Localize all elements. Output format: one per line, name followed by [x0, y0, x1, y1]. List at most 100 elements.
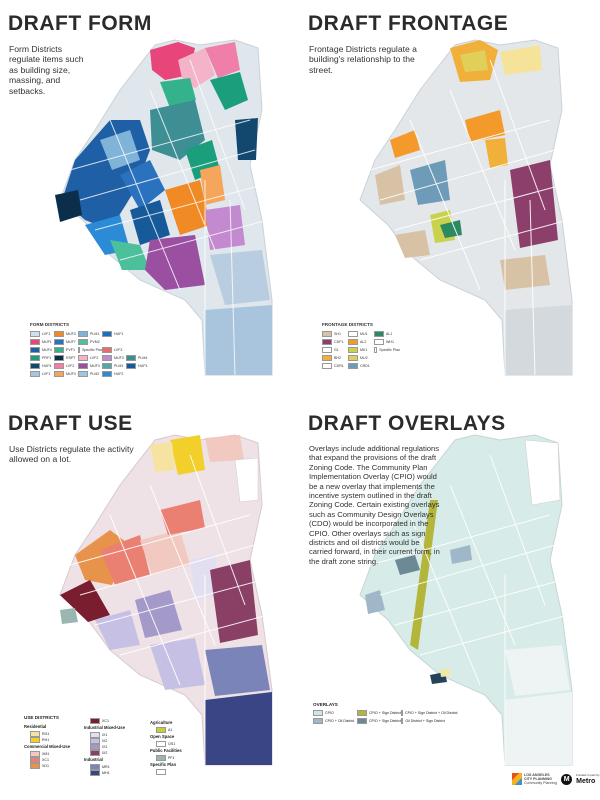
overlays-title: DRAFT OVERLAYS [308, 412, 506, 435]
legend-label: CRD1 [360, 363, 370, 368]
legend-swatch [30, 354, 40, 361]
frontage-panel: DRAFT FRONTAGE Frontage Districts regula… [300, 0, 600, 400]
metro-logo-icon: M [561, 773, 573, 785]
legend-item: XC1 [30, 756, 84, 763]
legend-item: CPIO + Sign District [357, 717, 401, 724]
legend-swatch [322, 330, 332, 337]
legend-label: CPIO + Oil District [325, 718, 355, 723]
frontage-description: Frontage Districts regulate a building's… [309, 44, 417, 75]
use-map [59, 434, 273, 766]
legend-label: PRF1 [42, 355, 52, 360]
legend-label: MH1 [102, 770, 110, 775]
city-planning-mark-icon [512, 773, 522, 786]
form-legend-grid: LVF1 MUF1 MUF4 PRF1 HUF4 LVF1 MUF3 MUF7 PVF1 RSPT… [30, 330, 150, 377]
legend-item: CPIO + Sign District + Oil District [401, 709, 458, 716]
legend-item: Oil District + Sign District [401, 717, 445, 724]
legend-swatch [30, 762, 40, 769]
legend-label: XC1 [102, 718, 109, 723]
legend-item: RSPT [54, 354, 78, 361]
legend-label: PLM4 [138, 355, 148, 360]
legend-group-heading: Agriculture [150, 720, 173, 725]
legend-swatch [126, 354, 136, 361]
legend-swatch [54, 338, 64, 345]
legend-label: CPIO + Sign District [368, 710, 401, 715]
legend-label: A1 [168, 727, 173, 732]
form-legend-title: FORM DISTRICTS [30, 322, 70, 327]
overlays-description: Overlays include additional regulations … [309, 444, 440, 566]
legend-swatch [30, 330, 40, 337]
overlays-legend-grid: CPIO CPIO + Sign District CPIO + Sign Dist… [313, 709, 458, 724]
legend-item: RH1 [30, 736, 84, 743]
legend-label: CDF1 [334, 339, 344, 344]
legend-item: PRF1 [30, 354, 54, 361]
legend-label: BH2 [334, 355, 341, 360]
legend-item: IX2 [90, 749, 144, 756]
form-legend: FORM DISTRICTS LVF1 MUF1 MUF4 PRF1 HUF4 LVF1 M… [30, 322, 150, 377]
legend-label: RSPT [66, 355, 76, 360]
legend-label: PVF1 [66, 347, 75, 352]
legend-item: AL1 [374, 330, 400, 337]
legend-label: MU1 [360, 331, 368, 336]
legend-label: AL2 [360, 339, 367, 344]
use-description: Use Districts regulate the activity allo… [9, 444, 134, 465]
legend-label: LVF3 [114, 347, 123, 352]
legend-item: MUF3 [54, 330, 78, 337]
legend-item: LVF3 [102, 346, 126, 353]
legend-swatch [54, 346, 64, 353]
legend-item [126, 347, 150, 352]
legend-label: MUF3 [114, 355, 124, 360]
legend-label: HUF4 [42, 363, 52, 368]
legend-item: PLM4 [126, 354, 150, 361]
legend-group-heading: Commercial Mixed-Use [24, 744, 71, 749]
use-legend-col2: XC1 Industrial Mixed-Use IX1 IX2 IX1 IX2 Indus… [84, 717, 144, 776]
legend-label: WH1 [386, 339, 394, 344]
legend-swatch [30, 750, 40, 757]
legend-label: SH1 [334, 331, 341, 336]
legend-swatch [374, 330, 384, 337]
legend-swatch [30, 362, 40, 369]
legend-item: PLM1 [78, 330, 102, 337]
legend-swatch [30, 346, 40, 353]
legend-item: MUF3 [78, 362, 102, 369]
overlays-legend: OVERLAYS CPIO CPIO + Sign District CPIO + … [313, 702, 458, 724]
legend-item: PVM2 [78, 338, 102, 345]
legend-label: PLM2 [90, 371, 100, 376]
legend-label: AL1 [386, 331, 393, 336]
legend-swatch [54, 370, 64, 377]
legend-item: MR1 [90, 763, 144, 770]
legend-item: SH1 [322, 330, 348, 337]
legend-group-heading: Public Facilities [150, 748, 182, 753]
legend-swatch [90, 717, 100, 724]
legend-item: IX1 [90, 731, 144, 738]
legend-label: PLM3 [114, 363, 124, 368]
legend-item: MUF1 [30, 338, 54, 345]
legend-item: MUF3 [54, 370, 78, 377]
legend-item: WH1 [374, 338, 400, 345]
cp-line2: CITY PLANNING [524, 777, 552, 782]
form-description: Form Districts regulate items such as bu… [9, 44, 84, 96]
legend-label: G1 [334, 347, 339, 352]
legend-group-heading: Specific Plan [150, 762, 177, 767]
legend-item [126, 371, 150, 376]
legend-swatch [348, 346, 358, 353]
legend-label: XM1 [42, 751, 50, 756]
legend-swatch [348, 354, 358, 361]
legend-swatch [90, 731, 100, 738]
overlays-map [359, 434, 573, 766]
legend-item: PLM2 [78, 370, 102, 377]
legend-item: LVF1 [30, 330, 54, 337]
legend-item: MU1 [348, 330, 374, 337]
legend-label: IX2 [102, 738, 108, 743]
legend-item: LVF2 [54, 362, 78, 369]
use-legend-title: USE DISTRICTS [24, 715, 59, 720]
legend-label: CPIO + Sign District [368, 718, 401, 723]
use-legend-col1: Residential RG1 RH1 Commercial Mixed-Use XM1… [24, 722, 84, 769]
legend-swatch [30, 370, 40, 377]
legend-item: Specific Plan [78, 346, 103, 353]
legend-swatch [30, 338, 40, 345]
legend-label: XD1 [42, 763, 49, 768]
legend-label: MUF3 [66, 371, 76, 376]
legend-label: PLM1 [90, 331, 100, 336]
legend-group-heading: Residential [24, 724, 47, 729]
legend-item: A1 [156, 726, 210, 733]
